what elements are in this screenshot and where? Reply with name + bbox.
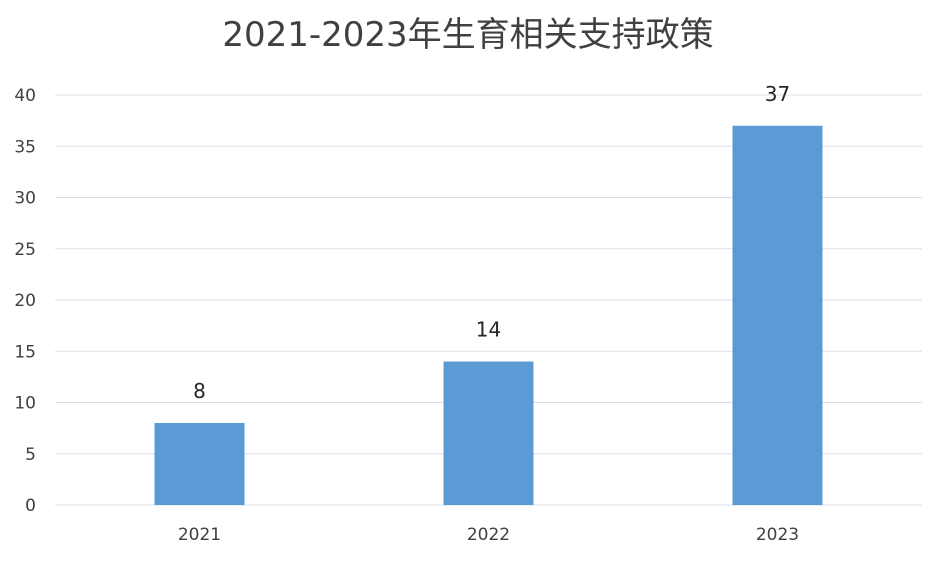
x-tick-label-2023: 2023	[756, 525, 799, 545]
y-tick-label-0: 0	[25, 496, 36, 516]
bar-2023	[732, 125, 823, 505]
data-label-2021: 8	[193, 379, 206, 403]
x-tick-label-2021: 2021	[178, 525, 221, 545]
bar-2021	[154, 423, 245, 505]
y-tick-label-10: 10	[14, 394, 36, 414]
chart-title: 2021-2023年生育相关支持政策	[222, 15, 714, 55]
bar-2022	[443, 361, 534, 505]
data-label-2023: 37	[765, 82, 790, 106]
x-tick-label-2022: 2022	[467, 525, 510, 545]
y-tick-label-35: 35	[14, 137, 36, 157]
y-tick-label-20: 20	[14, 291, 36, 311]
y-tick-label-40: 40	[14, 86, 36, 106]
data-label-2022: 14	[476, 318, 501, 342]
y-tick-label-5: 5	[25, 445, 36, 465]
y-tick-label-30: 30	[14, 189, 36, 209]
y-tick-label-15: 15	[14, 342, 36, 362]
y-tick-label-25: 25	[14, 240, 36, 260]
